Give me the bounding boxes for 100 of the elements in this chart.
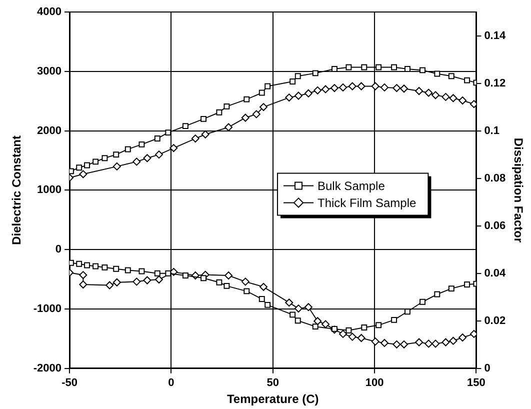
point bbox=[124, 146, 131, 152]
point bbox=[339, 83, 348, 92]
point bbox=[304, 303, 312, 312]
point bbox=[346, 64, 352, 70]
point bbox=[380, 83, 388, 92]
point bbox=[170, 144, 178, 152]
point bbox=[424, 340, 433, 348]
point bbox=[113, 266, 120, 272]
point bbox=[200, 275, 206, 282]
point bbox=[79, 271, 88, 280]
point bbox=[304, 89, 312, 98]
point bbox=[400, 84, 408, 93]
point bbox=[92, 263, 99, 270]
point bbox=[216, 279, 222, 286]
y2-tick-label: 0.06 bbox=[484, 220, 506, 232]
point bbox=[106, 281, 114, 290]
point bbox=[464, 282, 470, 288]
point bbox=[155, 150, 163, 159]
point bbox=[165, 270, 172, 276]
point bbox=[391, 316, 398, 323]
point bbox=[252, 110, 260, 118]
y2-tick-label: 0.04 bbox=[484, 267, 506, 280]
y-tick-label: 3000 bbox=[37, 65, 62, 78]
point bbox=[294, 304, 302, 313]
point bbox=[138, 268, 145, 274]
point bbox=[258, 296, 265, 302]
point bbox=[432, 91, 440, 100]
point bbox=[458, 334, 467, 342]
point bbox=[294, 318, 301, 324]
y-tick-label: -2000 bbox=[33, 362, 62, 374]
point bbox=[79, 170, 88, 178]
point bbox=[322, 85, 330, 94]
point bbox=[84, 162, 90, 168]
point bbox=[432, 340, 440, 348]
point bbox=[464, 77, 470, 84]
point bbox=[290, 312, 296, 318]
point bbox=[241, 114, 250, 122]
point bbox=[348, 332, 356, 341]
point bbox=[224, 272, 233, 280]
point bbox=[191, 134, 200, 143]
y-tick-label: 1000 bbox=[37, 184, 62, 196]
point bbox=[294, 73, 301, 80]
point bbox=[392, 340, 401, 348]
point bbox=[138, 141, 145, 148]
point bbox=[470, 330, 476, 338]
y-tick-label: -1000 bbox=[33, 303, 62, 316]
y2-tick-label: 0 bbox=[484, 362, 490, 374]
point bbox=[84, 262, 90, 268]
point bbox=[201, 130, 210, 138]
point bbox=[339, 330, 348, 338]
point bbox=[424, 88, 433, 97]
point bbox=[154, 136, 160, 142]
point bbox=[322, 320, 330, 328]
point bbox=[392, 84, 401, 92]
point bbox=[264, 302, 271, 308]
point bbox=[361, 324, 368, 331]
point bbox=[244, 96, 250, 102]
y2-tick-label: 0.08 bbox=[484, 172, 506, 184]
point bbox=[371, 338, 380, 346]
point bbox=[200, 116, 206, 122]
point bbox=[312, 70, 318, 76]
point bbox=[357, 334, 366, 342]
point bbox=[76, 260, 82, 267]
point bbox=[434, 291, 440, 298]
point bbox=[182, 123, 188, 130]
point bbox=[331, 326, 338, 332]
point bbox=[244, 288, 250, 294]
point bbox=[285, 94, 294, 102]
point bbox=[348, 82, 356, 90]
y-axis-title: Dielectric Constant bbox=[10, 136, 24, 245]
point bbox=[420, 298, 426, 305]
point bbox=[258, 90, 265, 96]
x-tick-label: 100 bbox=[365, 377, 384, 390]
x-tick-label: 0 bbox=[168, 377, 174, 390]
point bbox=[102, 155, 108, 162]
point bbox=[260, 282, 268, 291]
point bbox=[92, 158, 99, 165]
y-tick-label: 0 bbox=[55, 244, 62, 256]
point bbox=[330, 84, 338, 92]
point bbox=[434, 70, 440, 77]
point bbox=[182, 272, 188, 278]
point bbox=[376, 322, 382, 328]
x-tick-label: 150 bbox=[467, 377, 486, 390]
point bbox=[132, 158, 141, 166]
point bbox=[314, 86, 322, 94]
y2-tick-label: 0.12 bbox=[484, 77, 506, 90]
point bbox=[312, 324, 318, 330]
point bbox=[442, 338, 450, 346]
point bbox=[112, 162, 121, 170]
point bbox=[124, 267, 131, 274]
point bbox=[442, 92, 450, 101]
point bbox=[380, 338, 388, 347]
point bbox=[371, 82, 380, 90]
y-tick-label: 4000 bbox=[37, 6, 62, 18]
x-axis-title: Temperature (C) bbox=[226, 392, 319, 406]
point bbox=[420, 67, 426, 74]
point bbox=[132, 278, 141, 286]
y2-axis-title: Dissipation Factor bbox=[511, 138, 526, 243]
point bbox=[112, 278, 121, 286]
y-tick-label: 2000 bbox=[37, 124, 62, 137]
